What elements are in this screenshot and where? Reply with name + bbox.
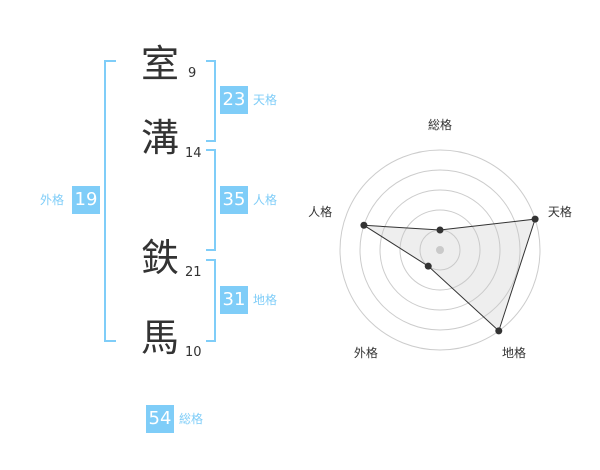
radar-polygon [363,218,536,332]
radar-point [495,327,503,335]
gaikaku-value: 19 [72,186,100,214]
name-char: 馬 [140,316,179,360]
stroke-count: 14 [185,146,202,161]
radar-point [436,226,444,234]
radar-ring [399,209,481,291]
name-char: 溝 [140,116,179,160]
radar-axis-label: 地格 [502,345,526,360]
radar-ring [339,149,541,351]
radar-ring [359,169,521,331]
jinkaku-value: 35 [220,186,248,214]
tenkaku-value: 23 [220,86,248,114]
name-char: 室 [140,42,179,86]
radar-axis-label: 人格 [308,204,332,219]
chikaku-bracket [206,259,216,342]
radar-point [531,215,539,223]
stroke-count: 9 [188,66,197,81]
jinkaku-bracket [206,149,216,251]
gaikaku-label: 外格 [40,193,65,207]
radar-axis-label: 総格 [428,117,452,132]
radar-axis-label: 天格 [548,204,572,219]
radar-center [436,246,444,254]
chikaku-label: 地格 [253,293,278,307]
name-char: 鉄 [140,236,179,280]
soukaku-value: 54 [146,405,174,433]
radar-point [424,262,432,270]
radar-point [360,221,368,229]
gaikaku-bracket [104,60,116,342]
stroke-count: 21 [185,265,202,280]
soukaku-label: 総格 [179,412,204,426]
tenkaku-label: 天格 [253,93,278,107]
radar-ring [379,189,501,311]
jinkaku-label: 人格 [253,193,278,207]
tenkaku-bracket [206,60,216,142]
chikaku-value: 31 [220,286,248,314]
stroke-count: 10 [185,345,202,360]
radar-axis-label: 外格 [354,345,378,360]
